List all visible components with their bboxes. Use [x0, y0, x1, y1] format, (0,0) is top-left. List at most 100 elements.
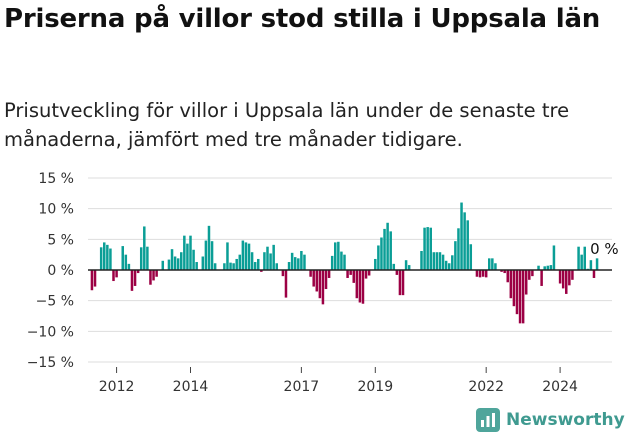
bar — [269, 253, 272, 270]
bars — [90, 202, 599, 324]
y-tick-label: −10 % — [27, 324, 74, 340]
bar — [315, 270, 319, 292]
bar — [565, 270, 568, 294]
bar — [324, 270, 328, 290]
bar — [130, 270, 134, 291]
bar — [121, 246, 124, 270]
bar — [210, 241, 214, 270]
bar — [546, 265, 550, 270]
bar — [176, 258, 180, 270]
bar — [238, 254, 242, 270]
bar — [380, 237, 383, 270]
bar — [589, 260, 593, 270]
chart-subtitle: Prisutveckling för villor i Uppsala län … — [4, 99, 570, 151]
bar — [139, 247, 143, 270]
bar — [438, 252, 442, 270]
bar — [167, 259, 171, 270]
x-tick-label: 2012 — [99, 379, 135, 395]
bar — [312, 270, 315, 287]
bar — [463, 212, 466, 270]
bar — [552, 245, 556, 270]
bar — [250, 252, 254, 270]
bar — [561, 270, 565, 289]
bar — [349, 270, 352, 275]
bar — [247, 243, 251, 270]
bar — [407, 265, 411, 270]
bar — [293, 257, 297, 270]
x-tick-label: 2019 — [357, 379, 393, 395]
bar — [183, 235, 186, 270]
bar — [592, 270, 596, 278]
bar — [90, 270, 94, 291]
bar — [318, 270, 322, 299]
y-axis-labels: 15 % 10 % 5 % 0 % −5 % −10 % −15 % — [27, 171, 74, 371]
bar — [509, 270, 513, 299]
bar — [266, 246, 269, 270]
bar — [213, 263, 217, 270]
bar — [420, 250, 423, 270]
bar — [528, 270, 531, 280]
bar — [423, 227, 426, 270]
bar — [454, 241, 457, 270]
bar — [195, 262, 198, 270]
bar — [451, 255, 454, 270]
bar — [460, 202, 463, 270]
bar — [395, 270, 399, 275]
bar — [571, 270, 574, 280]
bar — [432, 252, 436, 270]
bar — [226, 242, 229, 270]
bar — [494, 263, 497, 270]
newsworthy-logo: Newsworthy — [476, 408, 625, 432]
bar — [272, 244, 275, 270]
bar — [346, 270, 349, 278]
bar — [337, 241, 340, 270]
bar — [364, 270, 368, 279]
bar — [155, 270, 158, 277]
bar — [201, 256, 205, 270]
bar — [518, 270, 522, 324]
bar — [257, 258, 260, 270]
bar — [374, 258, 377, 270]
chart-title: Priserna på villor stod stilla i Uppsala… — [4, 4, 601, 34]
bar — [223, 263, 226, 270]
bar — [235, 258, 238, 270]
bar — [537, 265, 540, 270]
x-tick-label: 2017 — [284, 379, 320, 395]
bar — [290, 252, 294, 270]
bar — [146, 246, 149, 270]
bar — [386, 222, 389, 270]
bar — [106, 244, 109, 270]
x-tick-label: 2024 — [542, 379, 578, 395]
bar — [358, 270, 362, 303]
bar — [568, 270, 571, 286]
bar — [161, 260, 165, 270]
bar — [531, 270, 534, 277]
bar — [232, 263, 235, 270]
bar — [297, 258, 300, 270]
bar — [133, 270, 137, 286]
bar — [241, 240, 245, 270]
bar — [327, 270, 331, 278]
x-tick-label: 2022 — [468, 379, 504, 395]
bar — [99, 247, 103, 270]
bar — [127, 263, 131, 270]
bar — [469, 244, 473, 270]
bar — [377, 245, 380, 270]
bar — [253, 262, 257, 270]
bar — [186, 243, 189, 270]
bar — [524, 270, 528, 295]
bar — [93, 270, 97, 287]
bar — [149, 270, 152, 285]
bar — [330, 255, 334, 270]
bar — [275, 263, 278, 270]
bar — [244, 242, 248, 270]
bar — [300, 250, 303, 270]
bar — [124, 254, 128, 270]
bar — [503, 270, 506, 274]
bar — [506, 270, 509, 283]
x-tick-label: 2014 — [173, 379, 209, 395]
bar — [207, 225, 211, 270]
bar — [475, 270, 479, 277]
bar — [580, 254, 583, 270]
bar — [515, 270, 519, 315]
